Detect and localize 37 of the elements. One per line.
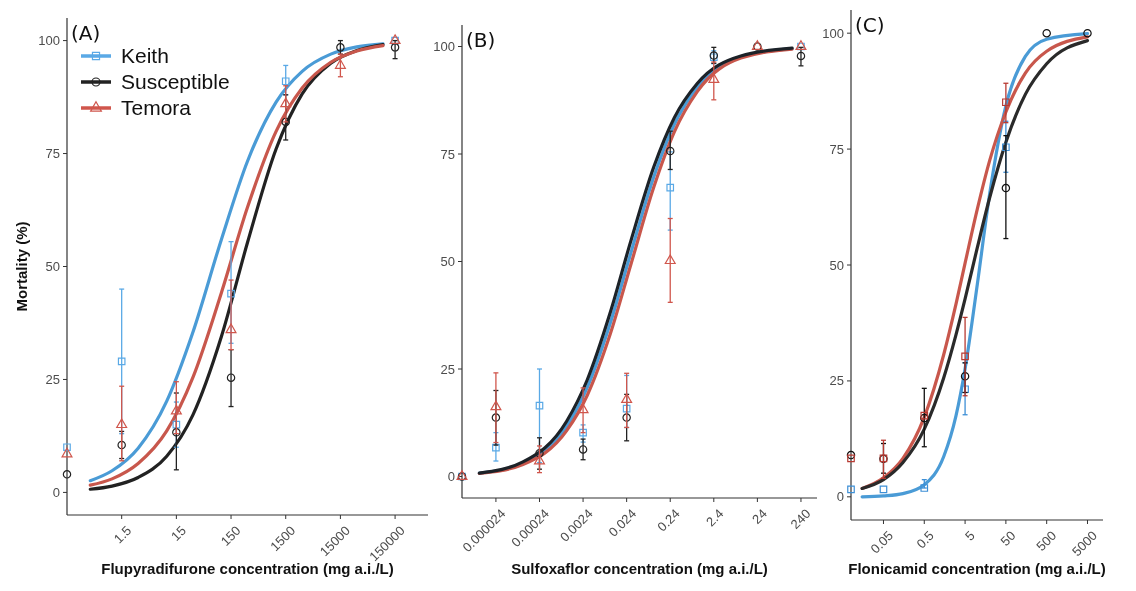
x-tick-label: 0.24 (654, 505, 683, 535)
x-tick-label: 0.5 (913, 527, 937, 552)
y-tick-label: 100 (38, 33, 60, 49)
y-tick-label: 100 (822, 25, 844, 41)
chart-title: (C) (855, 13, 885, 37)
legend-label: Keith (121, 44, 169, 68)
y-axis-title: Mortality (%) (13, 221, 30, 312)
y-tick-label: 0 (52, 484, 60, 500)
y-tick-label: 50 (45, 259, 60, 275)
x-tick-label: 2.4 (702, 505, 727, 530)
x-tick-label: 240 (787, 505, 814, 532)
x-tick-label: 150 (217, 522, 244, 549)
x-tick-label: 0.05 (867, 527, 897, 557)
y-tick-label: 25 (440, 361, 455, 377)
x-tick-label: 50 (997, 527, 1019, 549)
y-tick-label: 0 (836, 489, 844, 505)
x-tick-label: 500 (1033, 527, 1060, 554)
chart-title: (B) (466, 28, 496, 52)
x-axis-title: Flupyradifurone concentration (mg a.i./L) (101, 560, 394, 577)
x-tick-label: 24 (749, 505, 770, 527)
legend-label: Susceptible (121, 70, 230, 94)
y-tick-label: 25 (45, 372, 60, 387)
chart-title: (A) (71, 21, 101, 45)
y-tick-label: 50 (829, 257, 844, 273)
y-tick-label: 25 (829, 373, 844, 389)
x-tick-label: 15 (168, 522, 189, 544)
y-tick-label: 50 (440, 254, 455, 270)
x-tick-label: 5 (961, 527, 978, 544)
x-axis-title: Sulfoxaflor concentration (mg a.i./L) (511, 560, 768, 577)
y-tick-label: 100 (433, 39, 455, 55)
legend-label: Temora (121, 96, 192, 120)
y-tick-label: 0 (447, 469, 455, 485)
y-tick-label: 75 (45, 146, 60, 162)
x-tick-label: 1.5 (110, 522, 135, 547)
x-axis-title: Flonicamid concentration (mg a.i./L) (848, 560, 1106, 577)
y-tick-label: 75 (829, 141, 844, 157)
y-tick-label: 75 (440, 146, 455, 162)
